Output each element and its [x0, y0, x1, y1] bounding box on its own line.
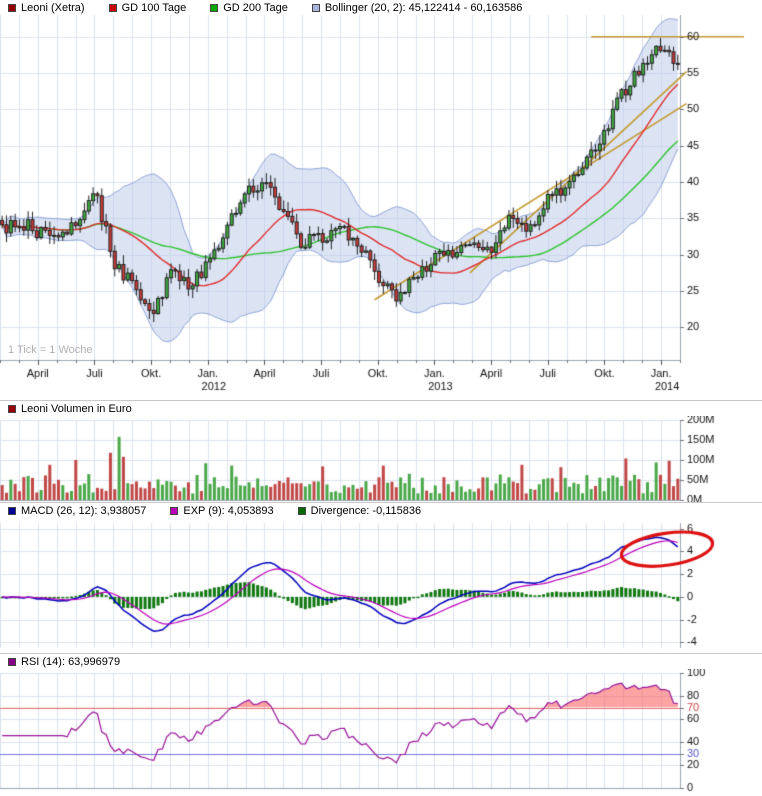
legend-label-bollinger: Bollinger (20, 2): 45,122414 - 60,163586: [324, 1, 523, 14]
legend-label-exp: EXP (9): 4,053893: [183, 504, 274, 517]
macd-swatch-icon: [8, 506, 16, 515]
gd100-swatch-icon: [108, 3, 117, 12]
leoni-swatch-icon: [8, 3, 16, 12]
bollinger-swatch-icon: [311, 3, 320, 12]
legend-item-bollinger: Bollinger (20, 2): 45,122414 - 60,163586: [311, 1, 523, 14]
legend-item-exp: EXP (9): 4,053893: [170, 504, 274, 517]
price-legend-row: Leoni (Xetra) GD 100 Tage GD 200 Tage Bo…: [0, 0, 762, 15]
volume-swatch-icon: [8, 404, 16, 413]
volume-chart-canvas: [0, 416, 762, 502]
price-chart-canvas: [0, 15, 762, 400]
legend-label-rsi: RSI (14): 63,996979: [21, 655, 121, 668]
legend-label-divergence: Divergence: -0,115836: [310, 504, 422, 517]
rsi-legend-row: RSI (14): 63,996979: [0, 653, 762, 669]
legend-item-macd: MACD (26, 12): 3,938057: [8, 505, 146, 517]
legend-item-divergence: Divergence: -0,115836: [297, 504, 422, 517]
volume-legend-row: Leoni Volumen in Euro: [0, 400, 762, 416]
legend-item-volume: Leoni Volumen in Euro: [8, 403, 132, 415]
tick-note: 1 Tick = 1 Woche: [8, 344, 93, 356]
legend-item-leoni: Leoni (Xetra): [8, 2, 85, 14]
legend-label-gd200: GD 200 Tage: [223, 1, 288, 14]
legend-label-macd: MACD (26, 12): 3,938057: [21, 504, 147, 517]
exp-swatch-icon: [170, 506, 179, 515]
macd-legend-row: MACD (26, 12): 3,938057 EXP (9): 4,05389…: [0, 502, 762, 518]
legend-label-leoni: Leoni (Xetra): [21, 1, 85, 14]
rsi-swatch-icon: [8, 657, 16, 666]
macd-chart-canvas: [0, 518, 762, 653]
legend-label-volume: Leoni Volumen in Euro: [21, 402, 132, 415]
legend-label-gd100: GD 100 Tage: [121, 1, 187, 14]
rsi-chart-canvas: [0, 669, 762, 793]
divergence-swatch-icon: [297, 506, 306, 515]
legend-item-rsi: RSI (14): 63,996979: [8, 656, 120, 668]
gd200-swatch-icon: [210, 3, 219, 12]
legend-item-gd100: GD 100 Tage: [108, 1, 187, 14]
legend-item-gd200: GD 200 Tage: [210, 2, 288, 14]
